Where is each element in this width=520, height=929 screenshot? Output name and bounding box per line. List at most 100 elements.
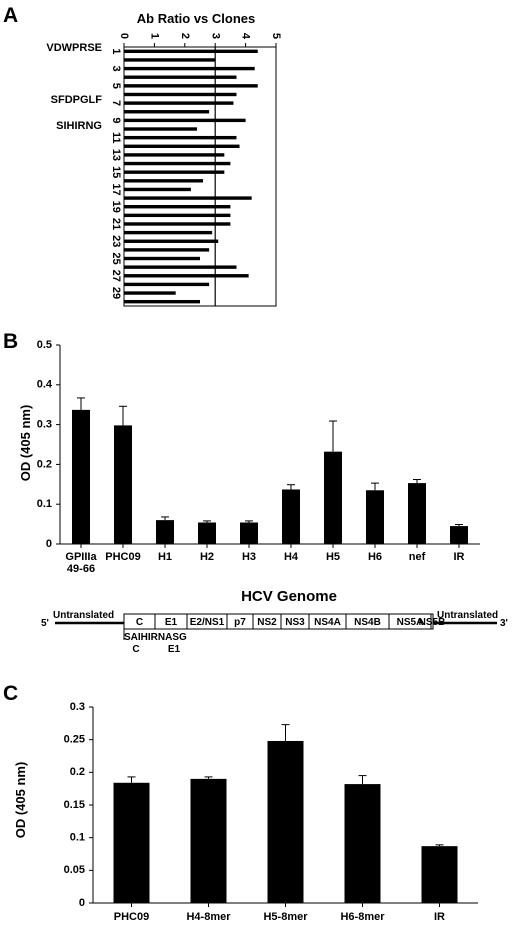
panel-b-bar xyxy=(240,522,258,544)
panel-b-x-label: H3 xyxy=(242,551,256,563)
panel-b-y-tick-label: 0.2 xyxy=(37,458,52,470)
panel-c-y-tick-label: 0.25 xyxy=(64,734,85,746)
panel-a-annotations: VDWPRSE SFDPGLF SIHIRNG xyxy=(46,42,102,132)
panel-b-bar xyxy=(408,483,426,544)
panel-a-clone-tick-label: 19 xyxy=(110,201,122,213)
panel-a-clone-tick-label: 27 xyxy=(110,270,122,282)
panel-a-x-tick-label: 5 xyxy=(270,33,282,39)
panel-a-bar xyxy=(124,84,258,88)
panel-c-x-labels: PHC09 H4-8mer H5-8mer H6-8mer IR xyxy=(114,903,445,923)
panel-a-clone-tick-label: 1 xyxy=(110,48,122,54)
panel-a-x-ticks: 0 1 2 3 4 5 xyxy=(118,33,282,47)
panel-a-bar xyxy=(124,161,231,166)
panel-c-y-tick-label: 0.1 xyxy=(70,832,85,844)
panel-b-bar xyxy=(324,451,342,544)
panel-c-bar xyxy=(267,740,304,903)
genome-three-prime: 3' xyxy=(500,618,508,629)
panel-b-y-tick-label: 0.3 xyxy=(37,419,52,431)
genome-left-utr-label: Untranslated xyxy=(53,610,114,621)
panel-c-y-tick-label: 0.15 xyxy=(64,799,85,811)
panel-b-y-tick-label: 0.4 xyxy=(37,379,53,391)
genome-peptide-region-c: C xyxy=(132,644,139,655)
panel-a-clone-tick-label: 15 xyxy=(110,166,122,178)
panel-a-clone-tick-label: 23 xyxy=(110,235,122,247)
panel-a-x-tick-label: 4 xyxy=(240,33,252,40)
genome-region-label: E2/NS1 xyxy=(190,617,225,628)
panel-b-bar xyxy=(198,522,216,544)
panel-b-bar xyxy=(282,489,300,544)
panel-b-x-label: 49-66 xyxy=(67,563,95,575)
genome-region-label: NS3 xyxy=(285,617,305,628)
panel-a-bar xyxy=(124,144,240,148)
panel-b-y-ticks: 0 0.1 0.2 0.3 0.4 0.5 xyxy=(37,339,60,550)
genome-region-box xyxy=(430,613,434,630)
panel-b-bar xyxy=(450,526,468,544)
panel-c-y-tick-label: 0.05 xyxy=(64,864,85,876)
genome-region-label: NS2 xyxy=(257,617,277,628)
panel-a-bar xyxy=(124,222,231,226)
panel-a-bar xyxy=(124,170,225,174)
panel-a-clone-tick-label: 21 xyxy=(110,218,122,230)
genome-region-label: p7 xyxy=(234,617,246,628)
panel-a-annotation: SFDPGLF xyxy=(51,94,103,106)
genome-region-label: NS5B xyxy=(419,617,446,628)
panel-a-clone-tick-label: 9 xyxy=(110,117,122,123)
genome-right-utr-label: Untranslated xyxy=(437,610,498,621)
panel-b-bar xyxy=(114,425,132,544)
genome-region-label: E1 xyxy=(165,617,178,628)
panel-a-x-tick-label: 0 xyxy=(118,33,130,39)
panel-a-bar xyxy=(124,153,225,157)
panel-c-bar xyxy=(190,778,227,903)
panel-a-bar xyxy=(124,187,191,192)
panel-a-bar xyxy=(124,118,246,123)
panel-a-annotation: SIHIRNG xyxy=(56,120,102,132)
panel-b-x-label: PHC09 xyxy=(105,551,140,563)
panel-b-x-label: H5 xyxy=(326,551,340,563)
panel-a-clone-tick-label: 29 xyxy=(110,287,122,299)
genome-region-label: NS4B xyxy=(354,617,381,628)
panel-a-title: Ab Ratio vs Clones xyxy=(137,11,255,26)
panel-a-clone-tick-label: 11 xyxy=(110,132,122,144)
panel-a-bar xyxy=(124,291,176,295)
panel-a-bar xyxy=(124,196,252,200)
panel-a-bar xyxy=(124,127,197,131)
panel-a-x-tick-label: 2 xyxy=(179,33,191,39)
panel-a-bar xyxy=(124,135,237,140)
panel-b-x-label: H6 xyxy=(368,551,382,563)
panel-b-x-label: H2 xyxy=(200,551,214,563)
panel-a-bar xyxy=(124,265,237,269)
panel-c-chart: OD (405 nm) 0 0.05 0.1 0.15 0.2 0.25 0.3 PHC09… xyxy=(13,701,478,923)
panel-a-clone-tick-label: 17 xyxy=(110,183,122,195)
panel-c-y-tick-label: 0.3 xyxy=(70,701,85,713)
panel-b-y-tick-label: 0.5 xyxy=(37,339,52,351)
panel-a-bar xyxy=(124,205,231,209)
panel-c-y-tick-label: 0 xyxy=(79,897,85,909)
panel-b-y-tick-label: 0.1 xyxy=(37,498,52,510)
panel-b-chart: OD (405 nm) 0 0.1 0.2 0.3 0.4 0.5 GPIIIa49-66… xyxy=(18,339,480,575)
panel-a-clone-tick-label: 5 xyxy=(110,83,122,89)
panel-b-y-label: OD (405 nm) xyxy=(18,405,33,482)
panel-b-bars xyxy=(72,397,468,544)
panel-a-bar xyxy=(124,75,237,79)
panel-a-bar xyxy=(124,213,231,218)
panel-a-clone-tick-label: 13 xyxy=(110,149,122,161)
genome-region-label: C xyxy=(136,617,143,628)
panel-c-bars xyxy=(113,724,458,903)
panel-a-bar xyxy=(124,256,200,261)
panel-c-y-ticks: 0 0.05 0.1 0.15 0.2 0.25 0.3 xyxy=(64,701,93,909)
hcv-genome-diagram: HCV Genome Untranslated Untranslated 5' … xyxy=(41,588,508,655)
panel-a-bars xyxy=(124,49,258,304)
panel-b-y-tick-label: 0 xyxy=(46,538,52,550)
panel-b-bar xyxy=(72,409,90,544)
panel-c-bar xyxy=(113,782,150,903)
panel-a-bar xyxy=(124,274,249,278)
panel-a-annotation: VDWPRSE xyxy=(46,42,102,54)
genome-peptide: SAIHIRNASG xyxy=(124,632,187,643)
panel-c-bar xyxy=(421,846,458,903)
panel-c-x-label: H6-8mer xyxy=(340,911,385,923)
panel-b-x-label: H4 xyxy=(284,551,299,563)
